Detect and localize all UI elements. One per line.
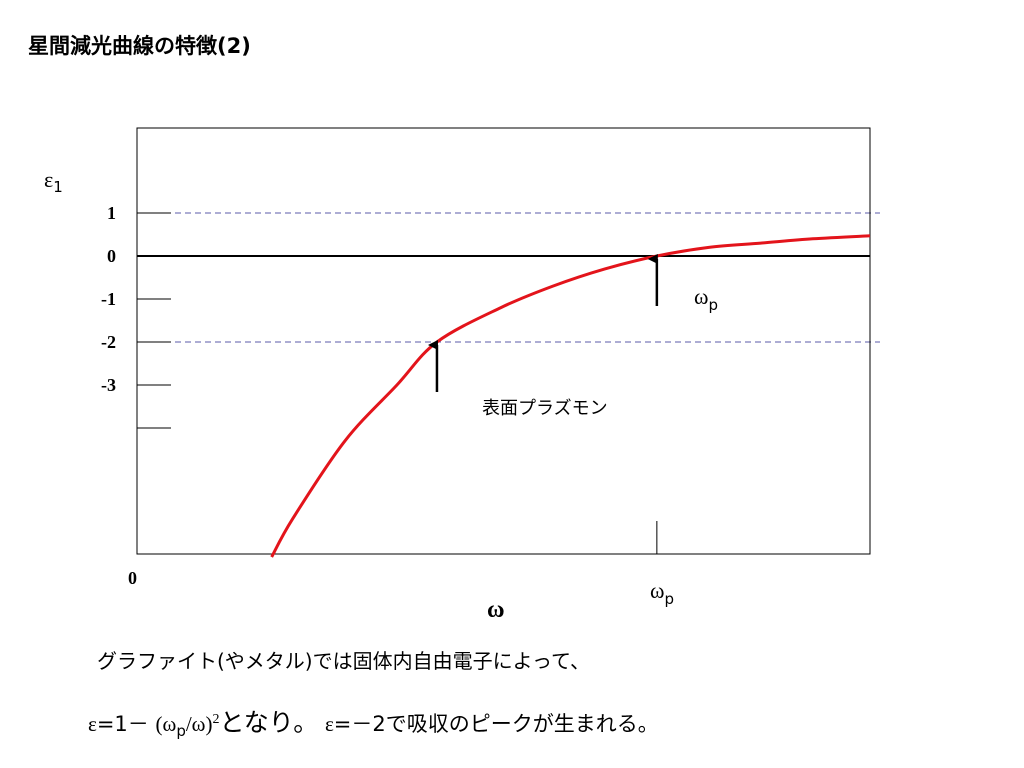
x-axis-label: ω xyxy=(487,597,505,623)
epsilon-symbol: ε xyxy=(88,712,97,736)
y-tick-label-2: -1 xyxy=(101,289,116,309)
y-tick-label-1: 0 xyxy=(107,246,116,266)
subscript-p: p xyxy=(176,722,186,741)
annotation-label-surface-plasmon: 表面プラズモン xyxy=(482,398,608,419)
slide-title: 星間減光曲線の特徴(2) xyxy=(28,34,251,58)
caption-line-1: グラファイト(やメタル)では固体内自由電子によって、 xyxy=(97,649,591,673)
epsilon1-curve xyxy=(270,234,871,558)
paren-open: (ω xyxy=(155,712,177,736)
eq-part: =1－ xyxy=(96,712,149,736)
epsilon-symbol-2: ε xyxy=(324,712,334,736)
mid-text: となり。 xyxy=(219,708,319,737)
x-tick-label-wp: ωp xyxy=(650,578,674,608)
x-origin-label: 0 xyxy=(128,568,137,588)
paren-close: /ω) xyxy=(185,712,213,736)
y-tick-label-0: 1 xyxy=(107,203,116,223)
y-tick-label-4: -3 xyxy=(101,375,116,395)
annotation-wp-base: ω xyxy=(694,284,708,309)
y-tick-label-3: -2 xyxy=(101,332,116,352)
caption-line-2: ε=1－ (ωp/ω)2となり。 ε=－2で吸収のピークが生まれる。 xyxy=(88,703,659,740)
rest-text: =－2で吸収のピークが生まれる。 xyxy=(333,712,659,736)
annotation-label-wp: ωp xyxy=(694,284,718,314)
superscript-2: 2 xyxy=(212,712,220,727)
y-axis-label: ε1 xyxy=(44,167,63,196)
annotation-wp-sub: p xyxy=(708,296,718,314)
plot-frame xyxy=(136,127,871,555)
